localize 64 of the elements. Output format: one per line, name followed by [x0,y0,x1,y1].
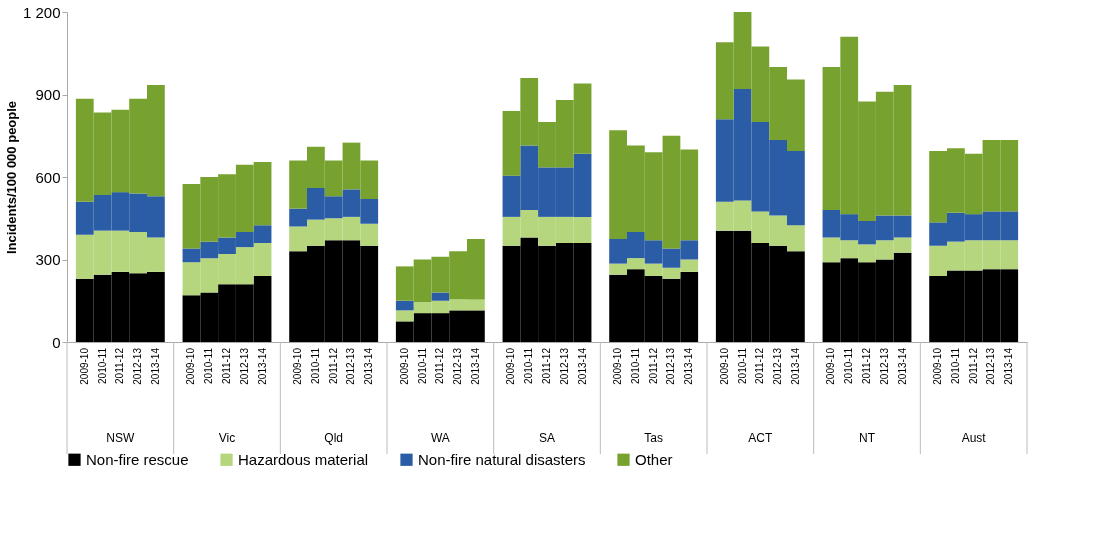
x-tick-label: 2010-11 [416,347,428,384]
x-tick-label: 2012-13 [878,347,890,385]
y-tick-label: 0 [52,333,61,351]
x-tick-label: 2012-13 [985,347,997,385]
legend-label: Non-fire natural disasters [418,450,586,468]
x-tick-label: 2013-14 [789,347,801,385]
legend-label: Non-fire rescue [86,450,189,468]
x-tick-label: 2012-13 [452,347,464,385]
x-tick-label: 2012-13 [558,347,570,385]
x-tick-label: 2013-14 [896,347,908,385]
x-tick-label: 2011-12 [434,347,446,384]
x-tick-label: 2010-11 [629,347,641,384]
x-tick-label: 2011-12 [114,347,126,384]
text: Aust [961,431,987,445]
x-tick-label: 2009-10 [612,347,624,385]
x-tick-label: 2010-11 [736,347,748,384]
x-tick-label: 2012-13 [345,347,357,385]
x-tick-label: 2013-14 [363,347,375,385]
x-tick-label: 2009-10 [932,347,944,385]
x-tick-label: 2013-14 [256,347,268,385]
x-tick-label: 2009-10 [292,347,304,385]
x-tick-label: 2013-14 [683,347,695,385]
x-tick-label: 2011-12 [541,347,552,384]
x-tick-label: 2010-11 [309,347,321,384]
text: SA [538,431,556,445]
x-tick-label: 2013-14 [576,347,588,385]
x-tick-label: 2010-11 [949,347,961,384]
text: ACT [748,431,773,445]
y-tick-label: 1 200 [22,3,61,21]
x-tick-label: 2012-13 [772,347,784,385]
x-tick-label: 2010-11 [203,347,215,384]
x-tick-label: 2010-11 [843,347,855,384]
x-tick-label: 2013-14 [1003,347,1015,385]
x-tick-label: 2009-10 [398,347,410,385]
legend-label: Other [635,450,673,468]
x-tick-label: 2009-10 [505,347,517,385]
x-tick-label: 2011-12 [221,347,232,384]
text: NSW [106,431,135,445]
x-tick-label: 2011-12 [327,347,339,384]
x-tick-label: 2012-13 [665,347,677,385]
x-tick-label: 2010-11 [523,347,535,384]
x-tick-label: 2011-12 [967,347,979,384]
text: Vic [218,431,236,445]
x-tick-label: 2011-12 [861,347,872,384]
x-tick-label: 2009-10 [825,347,837,385]
x-tick-label: 2009-10 [185,347,197,385]
legend-label: Hazardous material [238,450,369,468]
y-tick-label: 600 [35,168,61,186]
text: Qld [324,431,344,445]
y-axis-title: Incidents/100 000 people [3,100,19,255]
y-tick-label: 300 [35,251,61,268]
text: WA [430,431,450,445]
x-tick-label: 2011-12 [647,347,659,384]
text: Tas [644,431,664,445]
x-tick-label: 2010-11 [96,347,108,384]
x-tick-label: 2013-14 [469,347,481,385]
x-tick-label: 2009-10 [78,347,90,385]
x-tick-label: 2012-13 [132,347,144,385]
x-tick-label: 2012-13 [238,347,250,385]
x-tick-label: 2011-12 [754,347,766,384]
x-tick-label: 2009-10 [718,347,730,385]
x-tick-label: 2013-14 [149,347,161,385]
y-tick-label: 900 [35,86,61,103]
text: NT [859,431,876,445]
